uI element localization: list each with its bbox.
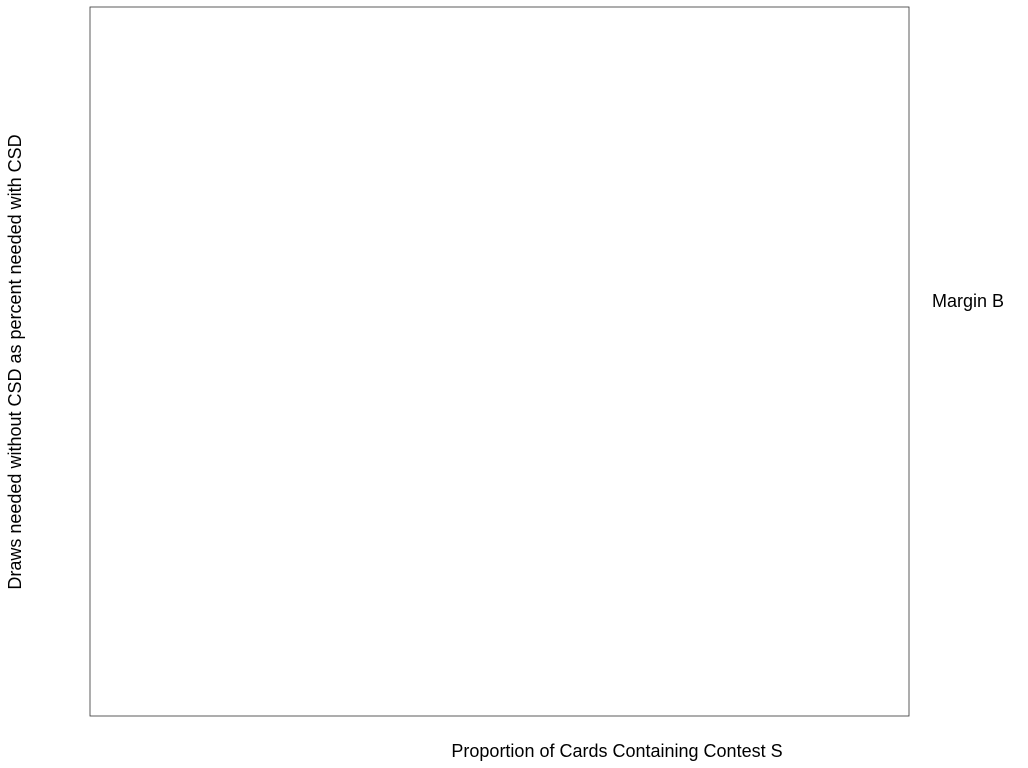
x-axis-title: Proportion of Cards Containing Contest S [451, 741, 782, 761]
panel-background [90, 7, 909, 716]
panel-border [89, 6, 910, 717]
legend-title: Margin B [932, 291, 1004, 311]
y-axis-title: Draws needed without CSD as percent need… [5, 134, 25, 589]
legend: Margin B [932, 291, 1004, 311]
